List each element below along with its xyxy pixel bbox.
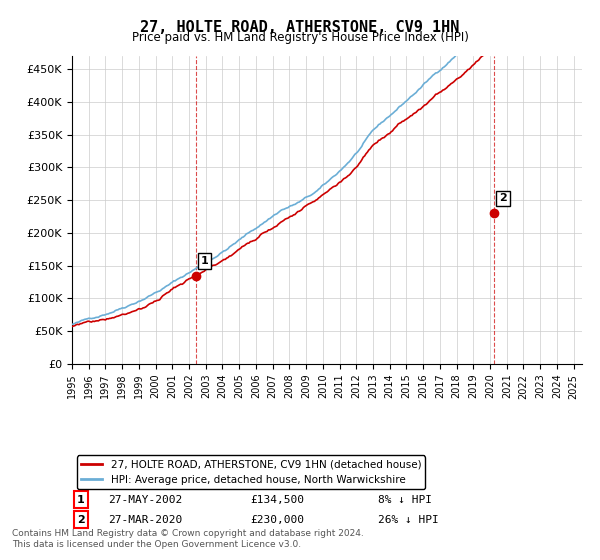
Text: 2: 2 bbox=[499, 194, 507, 203]
Text: Contains HM Land Registry data © Crown copyright and database right 2024.
This d: Contains HM Land Registry data © Crown c… bbox=[12, 529, 364, 549]
Text: 27, HOLTE ROAD, ATHERSTONE, CV9 1HN: 27, HOLTE ROAD, ATHERSTONE, CV9 1HN bbox=[140, 20, 460, 35]
Text: £230,000: £230,000 bbox=[251, 515, 305, 525]
Text: 1: 1 bbox=[201, 256, 209, 266]
Text: 27-MAY-2002: 27-MAY-2002 bbox=[108, 494, 182, 505]
Text: 27-MAR-2020: 27-MAR-2020 bbox=[108, 515, 182, 525]
Text: 26% ↓ HPI: 26% ↓ HPI bbox=[378, 515, 439, 525]
Text: Price paid vs. HM Land Registry's House Price Index (HPI): Price paid vs. HM Land Registry's House … bbox=[131, 31, 469, 44]
Text: £134,500: £134,500 bbox=[251, 494, 305, 505]
Text: 2: 2 bbox=[77, 515, 85, 525]
Legend: 27, HOLTE ROAD, ATHERSTONE, CV9 1HN (detached house), HPI: Average price, detach: 27, HOLTE ROAD, ATHERSTONE, CV9 1HN (det… bbox=[77, 455, 425, 489]
Text: 8% ↓ HPI: 8% ↓ HPI bbox=[378, 494, 432, 505]
Text: 1: 1 bbox=[77, 494, 85, 505]
